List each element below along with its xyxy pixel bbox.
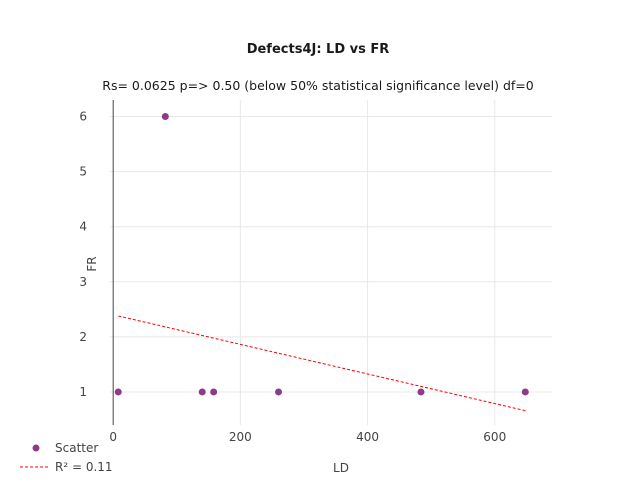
chart-title: Defects4J: LD vs FR (247, 42, 390, 57)
tick-labels: 1 2 3 4 5 6 0 200 400 600 (79, 110, 506, 444)
legend-scatter-marker (32, 444, 40, 452)
legend-trendline-label: R² = 0.11 (55, 460, 113, 474)
legend-item-scatter[interactable]: Scatter (32, 441, 99, 455)
x-axis-label: LD (333, 461, 349, 475)
data-point[interactable] (198, 388, 206, 396)
data-point[interactable] (275, 388, 283, 396)
y-tick-label: 6 (79, 110, 87, 124)
grid-lines (110, 100, 552, 425)
legend-scatter-label: Scatter (55, 441, 98, 455)
y-axis-label: FR (85, 256, 99, 271)
x-tick-label: 0 (109, 430, 117, 444)
data-point[interactable] (114, 388, 122, 396)
x-tick-label: 400 (356, 430, 379, 444)
y-tick-label: 4 (79, 220, 87, 234)
y-tick-label: 1 (79, 385, 87, 399)
trendline (118, 315, 526, 412)
data-point[interactable] (161, 113, 169, 121)
data-point[interactable] (210, 388, 218, 396)
y-tick-label: 5 (79, 165, 87, 179)
data-point[interactable] (417, 388, 425, 396)
chart-subtitle: Rs= 0.0625 p=> 0.50 (below 50% statistic… (102, 78, 533, 93)
legend-item-trendline[interactable]: R² = 0.11 (20, 460, 113, 474)
data-series (114, 113, 529, 412)
x-tick-label: 600 (483, 430, 506, 444)
y-tick-label: 2 (79, 330, 87, 344)
x-tick-label: 200 (229, 430, 252, 444)
legend[interactable]: Scatter R² = 0.11 (20, 441, 113, 474)
y-tick-label: 3 (79, 275, 87, 289)
data-point[interactable] (521, 388, 529, 396)
